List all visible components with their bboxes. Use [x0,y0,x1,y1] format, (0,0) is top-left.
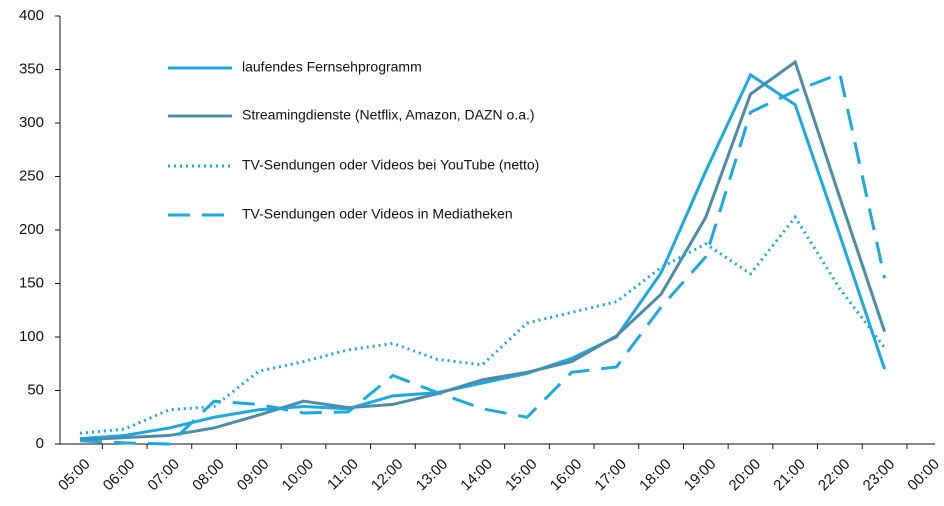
legend-label: laufendes Fernsehprogramm [242,59,422,75]
x-tick-label: 11:00 [324,456,362,494]
x-tick-label: 20:00 [726,456,765,495]
x-tick-label: 15:00 [502,456,541,495]
x-tick-label: 05:00 [55,456,94,495]
x-tick-label: 12:00 [368,456,407,495]
x-tick-label: 23:00 [860,456,899,495]
x-tick-label: 18:00 [636,456,675,495]
legend-label: TV-Sendungen oder Videos in Mediatheken [242,206,513,222]
x-tick-label: 09:00 [234,456,273,495]
x-tick-label: 08:00 [189,456,228,495]
series-line [79,214,886,435]
series-line [79,71,887,446]
x-tick-label: 10:00 [279,456,318,495]
y-tick-label: 400 [19,7,44,24]
series-line [79,59,887,442]
legend-label: Streamingdienste (Netflix, Amazon, DAZN … [242,107,535,123]
x-tick-label: 14:00 [457,456,496,495]
x-tick-label: 22:00 [815,456,854,495]
y-tick-label: 250 [19,167,44,184]
y-tick-label: 350 [19,60,44,77]
x-tick-label: 16:00 [547,456,586,495]
x-tick-label: 21:00 [770,456,809,495]
y-tick-label: 50 [27,381,44,398]
x-tick-label: 07:00 [144,456,183,495]
y-tick-label: 200 [19,221,44,238]
y-tick-label: 300 [19,114,44,131]
y-tick-label: 0 [36,435,44,452]
x-tick-label: 00:00 [904,456,943,495]
x-tick-label: 06:00 [100,456,139,495]
legend-label: TV-Sendungen oder Videos bei YouTube (ne… [242,157,539,173]
y-tick-label: 150 [19,274,44,291]
y-tick-label: 100 [19,328,44,345]
x-tick-label: 17:00 [591,456,630,495]
x-tick-label: 13:00 [413,456,452,495]
x-tick-label: 19:00 [681,456,720,495]
series-line [79,72,887,441]
